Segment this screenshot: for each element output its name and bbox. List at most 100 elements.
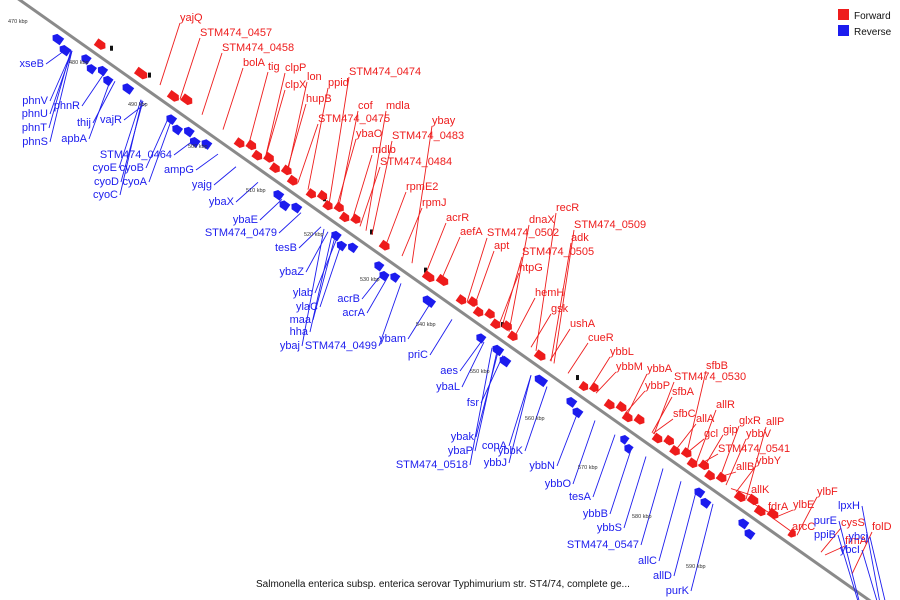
forward-gene-label: gsk <box>551 303 569 315</box>
forward-gene-label: sfbC <box>673 408 696 420</box>
reverse-gene-label: thij <box>77 117 91 129</box>
reverse-label-leader <box>148 120 172 183</box>
forward-gene-label: adk <box>571 232 589 244</box>
reverse-gene-block <box>374 261 385 272</box>
reverse-gene-label: ybaZ <box>280 266 305 278</box>
forward-gene-label: mdlb <box>372 144 396 156</box>
kbp-tick-label: 490 kbp <box>128 102 148 108</box>
forward-label-leader <box>401 207 423 257</box>
reverse-gene-block <box>59 44 72 57</box>
reverse-gene-block <box>700 497 712 509</box>
reverse-gene-block <box>331 230 342 242</box>
reverse-gene-label: phnU <box>22 108 48 120</box>
reverse-gene-label: ybcj <box>848 531 868 543</box>
forward-label-leader <box>772 509 794 519</box>
forward-gene-label: allK <box>751 484 770 496</box>
forward-gene-block <box>633 413 645 425</box>
reverse-label-leader <box>461 341 485 388</box>
reverse-gene-block <box>81 54 92 65</box>
forward-gene-label: gcl <box>704 428 718 440</box>
reverse-gene-label: purK <box>666 585 690 597</box>
forward-gene-label: recR <box>556 202 579 214</box>
reverse-gene-block <box>348 242 359 254</box>
forward-gene-label: STM474_0509 <box>574 219 646 231</box>
reverse-gene-label: acrA <box>342 307 365 319</box>
forward-gene-label: allP <box>766 416 784 428</box>
forward-gene-label: allB <box>736 461 754 473</box>
locus-marker <box>370 229 373 235</box>
forward-gene-label: cysS <box>841 517 865 529</box>
reverse-gene-block <box>566 396 578 408</box>
reverse-gene-label: cyoA <box>123 176 148 188</box>
reverse-label-leader <box>407 303 431 340</box>
kbp-tick-label: 590 kbp <box>686 564 706 570</box>
reverse-gene-label: phnS <box>22 136 48 148</box>
reverse-label-leader <box>314 237 338 294</box>
reverse-gene-label: maa <box>290 314 312 326</box>
reverse-gene-label: hha <box>290 326 309 338</box>
forward-gene-label: hupB <box>306 93 332 105</box>
kbp-tick-label: 540 kbp <box>416 322 436 328</box>
reverse-gene-label: ybak <box>451 431 475 443</box>
forward-label-leader <box>535 212 557 351</box>
reverse-gene-label: aes <box>440 365 458 377</box>
forward-label-leader <box>264 89 286 160</box>
reverse-gene-label: ybbO <box>545 478 572 490</box>
forward-label-leader <box>624 390 646 414</box>
forward-label-leader <box>466 237 488 303</box>
reverse-gene-label: fsr <box>467 397 480 409</box>
reverse-label-leader <box>118 99 142 169</box>
forward-gene-block <box>133 66 148 80</box>
forward-gene-block <box>704 469 715 481</box>
forward-gene-label: dnaX <box>529 214 555 226</box>
forward-gene-label: folD <box>872 521 892 533</box>
kbp-tick-label: 500 kbp <box>188 144 208 150</box>
reverse-gene-block <box>52 33 65 46</box>
forward-gene-block <box>484 308 495 319</box>
reverse-label-leader <box>673 491 697 577</box>
reverse-label-leader <box>640 468 664 546</box>
reverse-gene-block <box>422 295 437 309</box>
reverse-label-leader <box>309 234 333 333</box>
reverse-gene-label: ybaE <box>233 214 258 226</box>
forward-gene-block <box>350 213 361 224</box>
forward-label-leader <box>589 356 611 390</box>
kbp-tick-label: 560 kbp <box>525 416 545 422</box>
forward-gene-block <box>233 137 245 149</box>
reverse-label-leader <box>145 118 169 169</box>
reverse-gene-label: ybbB <box>583 508 608 520</box>
forward-gene-block <box>507 330 518 342</box>
forward-gene-block <box>421 270 435 283</box>
reverse-label-leader <box>690 503 714 592</box>
reverse-gene-label: ybbN <box>529 460 555 472</box>
forward-gene-label: STM474_0502 <box>487 227 559 239</box>
reverse-gene-label: priC <box>408 349 428 361</box>
reverse-label-leader <box>366 274 390 314</box>
reverse-label-leader <box>298 226 322 249</box>
forward-gene-block <box>338 211 350 223</box>
reverse-label-leader <box>459 340 483 372</box>
forward-gene-block <box>615 400 627 412</box>
forward-label-leader <box>371 140 393 235</box>
reverse-gene-label: STM474_0479 <box>205 227 277 239</box>
forward-gene-block <box>746 493 759 506</box>
forward-label-leader <box>179 37 201 100</box>
forward-gene-label: STM474_0458 <box>222 42 294 54</box>
reverse-gene-label: STM474_0499 <box>305 340 377 352</box>
gene-labels: yajQ STM474_0457 STM474_0458 bolA tig clpP clp… <box>20 12 892 597</box>
forward-label-leader <box>685 370 707 457</box>
forward-gene-label: allR <box>716 399 735 411</box>
reverse-gene-label: phnR <box>54 100 80 112</box>
forward-label-leader <box>549 328 571 361</box>
forward-gene-label: ushA <box>570 318 596 330</box>
forward-label-leader <box>247 71 269 148</box>
reverse-gene-label: phnT <box>22 122 47 134</box>
forward-label-leader <box>425 222 447 274</box>
reverse-label-leader <box>609 446 633 515</box>
reverse-gene-label: ybbS <box>597 522 622 534</box>
forward-gene-label: aefA <box>460 226 483 238</box>
reverse-label-leader <box>508 375 532 464</box>
reverse-label-leader <box>319 241 343 308</box>
forward-gene-block <box>455 294 467 305</box>
